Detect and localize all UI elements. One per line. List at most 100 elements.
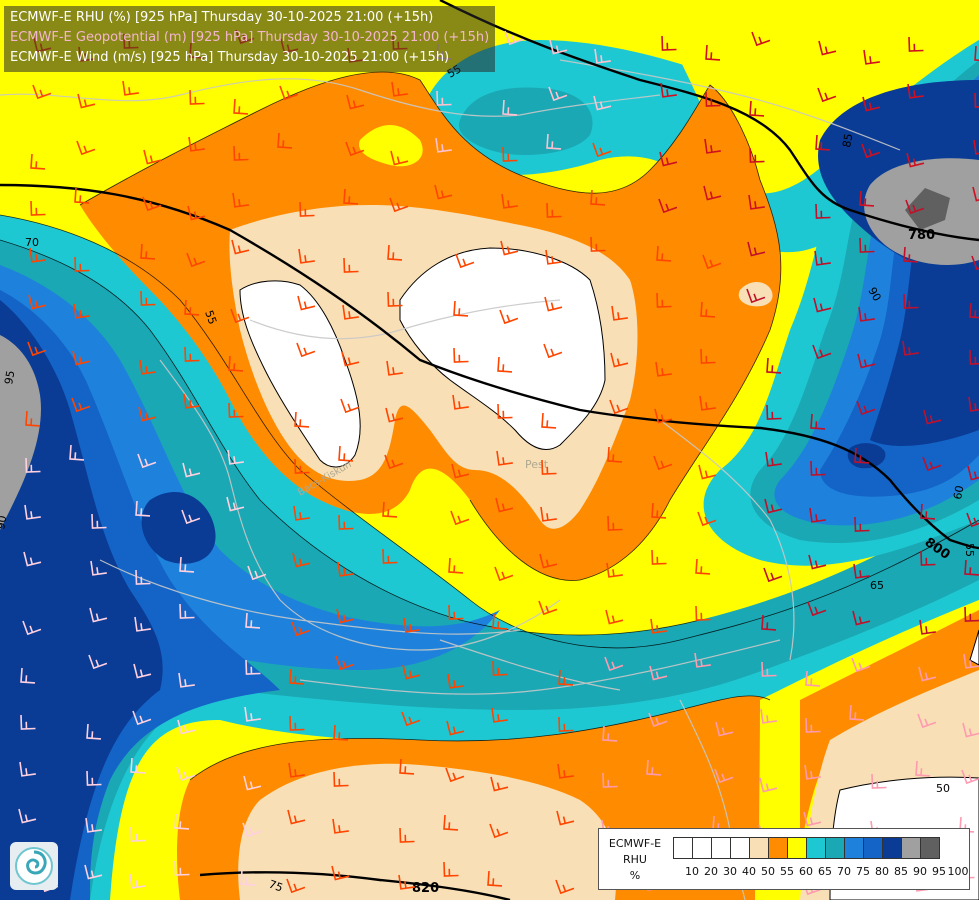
wind-barb	[751, 31, 771, 47]
wind-barb	[852, 610, 871, 626]
wind-barb	[391, 81, 408, 97]
wind-barb	[803, 811, 822, 827]
wind-barb	[233, 145, 249, 161]
wind-barb	[558, 716, 574, 732]
wind-barb	[610, 352, 629, 368]
legend-swatch	[730, 837, 750, 859]
legend-swatch	[692, 837, 712, 859]
band-white-east	[399, 247, 606, 450]
wind-barb	[340, 398, 360, 414]
wind-barb	[333, 771, 349, 787]
wind-barb	[764, 498, 783, 514]
wind-barb	[130, 757, 146, 774]
wind-barb	[804, 764, 821, 780]
wind-barb	[184, 346, 200, 362]
wind-barb	[291, 621, 311, 637]
wind-barb	[766, 357, 782, 374]
legend-tick-label: 90	[913, 865, 927, 878]
wind-barb	[492, 613, 508, 630]
wind-barb	[915, 760, 931, 777]
wind-barb	[86, 723, 102, 740]
wind-barb	[538, 600, 558, 616]
wind-barb	[333, 724, 349, 741]
wind-barb	[298, 248, 315, 264]
wind-barb	[399, 758, 415, 775]
wind-barb	[28, 294, 47, 310]
wind-barb	[810, 413, 826, 430]
contour-label: 55	[963, 543, 976, 557]
wind-barb	[386, 360, 403, 376]
wind-barb	[435, 137, 452, 153]
wind-barb	[384, 454, 404, 470]
contour-label: 90	[0, 514, 9, 530]
wind-barb	[443, 861, 459, 877]
wind-barb	[902, 340, 919, 356]
wind-barb	[338, 445, 354, 462]
wind-barb	[19, 761, 36, 777]
wind-barb	[490, 776, 509, 792]
band-orange-bottom-right	[800, 610, 979, 850]
wind-barb	[187, 205, 206, 221]
wind-barb	[179, 603, 195, 619]
wind-barb	[969, 349, 979, 365]
wind-barb	[138, 406, 157, 422]
contour-label: 95	[2, 369, 17, 385]
wind-barb	[653, 455, 673, 471]
header-line-rhu: ECMWF-E RHU (%) [925 hPa] Thursday 30-10…	[10, 10, 434, 25]
wind-barb	[704, 138, 721, 154]
contour-label: 50	[936, 782, 950, 795]
wind-barb	[649, 665, 668, 681]
wind-barb	[183, 393, 200, 409]
wind-barb	[651, 549, 667, 565]
band-teal-top	[458, 87, 593, 155]
wind-barb	[851, 657, 871, 673]
legend-tick-label: 30	[723, 865, 737, 878]
wind-barb	[181, 509, 201, 525]
wind-barb	[387, 291, 403, 307]
legend-swatch	[711, 837, 731, 859]
wind-barb	[858, 306, 875, 322]
wind-barb	[337, 561, 354, 577]
wind-barb	[292, 552, 311, 568]
wind-barb	[810, 460, 826, 476]
wind-barb	[446, 720, 465, 736]
legend-swatch	[673, 837, 693, 859]
wind-barb	[656, 245, 672, 262]
wind-barb	[135, 500, 151, 517]
geopotential-label-820: 820	[412, 881, 439, 896]
wind-barb	[922, 456, 942, 472]
wind-barb	[129, 873, 146, 889]
wind-barb	[650, 618, 667, 634]
band-blue-left	[0, 265, 500, 900]
map-header: ECMWF-E RHU (%) [925 hPa] Thursday 30-10…	[4, 6, 496, 72]
wind-barb	[907, 83, 924, 99]
wind-barb	[453, 300, 469, 317]
wind-barb	[277, 132, 293, 149]
wind-barb	[917, 713, 937, 729]
header-line-wind: ECMWF-E Wind (m/s) [925 hPa] Thursday 30…	[10, 50, 450, 65]
legend-tick-label: 95	[932, 865, 946, 878]
wind-barb	[288, 762, 305, 778]
wind-barb	[240, 869, 256, 886]
wind-barb	[231, 239, 250, 255]
legend-tick-label: 85	[894, 865, 908, 878]
band-navy-patch	[141, 491, 216, 564]
wind-barb	[331, 865, 350, 881]
band-darkgray-right	[905, 188, 950, 230]
wind-barb	[871, 773, 887, 789]
wind-barb	[184, 299, 200, 316]
wind-barb	[299, 201, 315, 217]
wind-barb	[761, 661, 777, 677]
wind-barb	[593, 95, 612, 111]
wind-barb	[445, 767, 465, 783]
wind-barb	[25, 410, 41, 427]
wind-barb	[545, 249, 562, 265]
swirl-logo-icon	[15, 847, 53, 885]
legend-tick-label: 65	[818, 865, 832, 878]
wind-barb	[920, 550, 936, 566]
wind-barb	[971, 255, 979, 271]
wind-barb	[186, 252, 206, 268]
wind-barb	[189, 89, 205, 105]
